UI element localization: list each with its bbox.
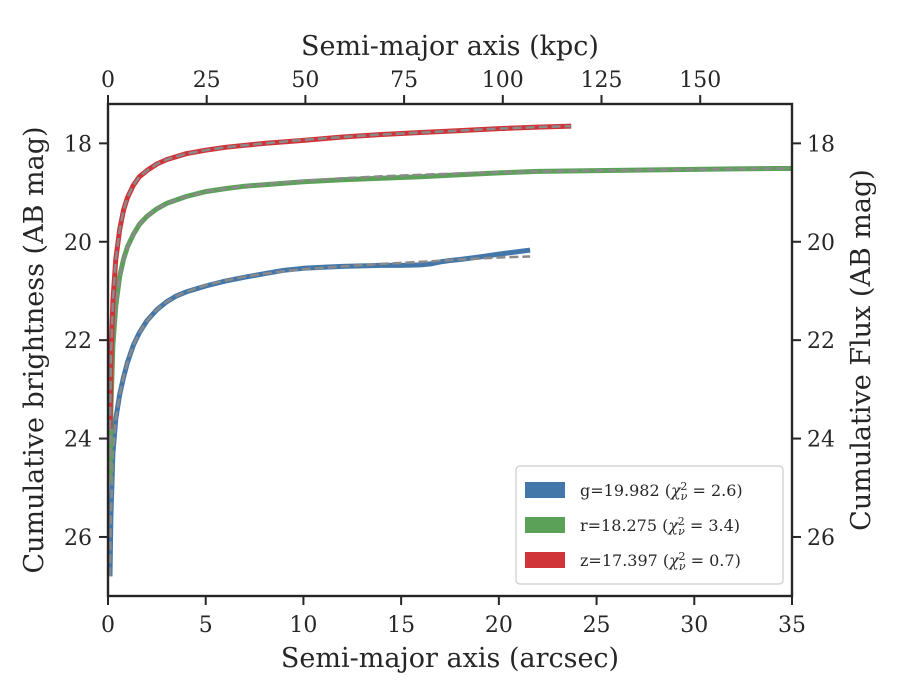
legend-label-z: z=17.397 (χν2 = 0.7) xyxy=(580,550,741,573)
series-line-z-model xyxy=(108,124,572,429)
y-tick-label: 20 xyxy=(64,231,92,256)
x-tick-label: 35 xyxy=(778,613,806,638)
y2-tick-label: 22 xyxy=(807,329,835,354)
legend-label-g: g=19.982 (χν2 = 2.6) xyxy=(580,480,743,503)
x-tick-label: 0 xyxy=(101,613,115,638)
series-line-r xyxy=(107,166,792,483)
y-tick-label: 18 xyxy=(64,132,92,157)
x-tick-label: 10 xyxy=(289,613,317,638)
y2-tick-label: 24 xyxy=(807,428,835,453)
legend: g=19.982 (χν2 = 2.6) r=18.275 (χν2 = 3.4)… xyxy=(515,465,784,585)
x-tick-label: 5 xyxy=(199,613,213,638)
x-tick-label: 25 xyxy=(583,613,611,638)
x2-tick-label: 0 xyxy=(101,68,115,93)
legend-swatch-g xyxy=(525,482,565,498)
series-line-g-model xyxy=(108,255,531,577)
legend-box xyxy=(515,465,784,585)
x-axis-label: Semi-major axis (arcsec) xyxy=(281,643,619,674)
x2-tick-label: 150 xyxy=(679,68,721,93)
x2-tick-label: 100 xyxy=(482,68,524,93)
y2-tick-label: 26 xyxy=(807,526,835,551)
y-tick-label: 24 xyxy=(64,428,92,453)
legend-swatch-r xyxy=(525,517,565,533)
x2-tick-label: 125 xyxy=(581,68,623,93)
x-tick-label: 20 xyxy=(485,613,513,638)
legend-swatch-z xyxy=(525,552,565,568)
x-tick-label: 30 xyxy=(680,613,708,638)
y-tick-label: 22 xyxy=(64,329,92,354)
plot-frame xyxy=(106,102,794,598)
x2-axis-label: Semi-major axis (kpc) xyxy=(301,31,599,62)
y2-tick-label: 20 xyxy=(807,231,835,256)
y2-tick-label: 18 xyxy=(807,132,835,157)
legend-label-r: r=18.275 (χν2 = 3.4) xyxy=(580,515,740,538)
series-line-r-model xyxy=(108,167,792,483)
x2-tick-label: 50 xyxy=(291,68,319,93)
series-layer xyxy=(107,123,792,577)
y-axis-label: Cumulative brightness (AB mag) xyxy=(19,126,50,573)
x-tick-label: 15 xyxy=(387,613,415,638)
axes-layer: 0 5 10 15 20 25 30 35 0 25 50 75 100 125 150 18 18 20 20 22… xyxy=(64,68,835,638)
x2-tick-label: 25 xyxy=(193,68,221,93)
series-line-g xyxy=(107,247,531,577)
x2-tick-label: 75 xyxy=(390,68,418,93)
y2-axis-label: Cumulative Flux (AB mag) xyxy=(846,169,877,531)
y-tick-label: 26 xyxy=(64,526,92,551)
